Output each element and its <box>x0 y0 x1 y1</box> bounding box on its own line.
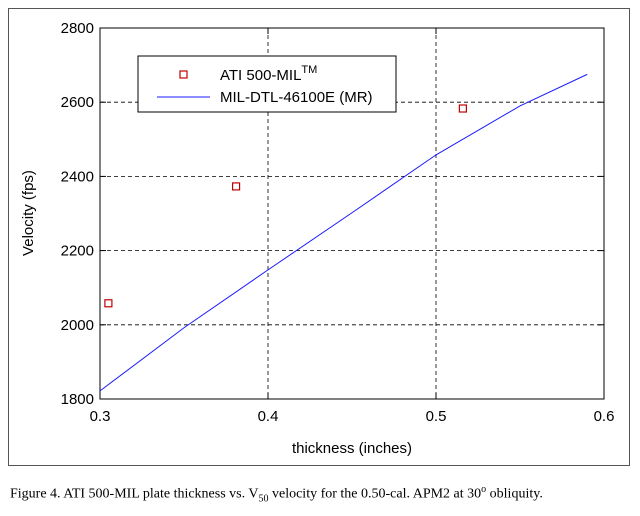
plot-area <box>99 27 605 400</box>
x-tick-labels: 0.3 0.4 0.5 0.6 <box>90 408 615 425</box>
x-tick-label: 0.4 <box>258 408 279 425</box>
x-tick-label: 0.3 <box>90 408 111 425</box>
x-tick-label: 0.6 <box>594 408 615 425</box>
data-point-marker <box>104 299 113 308</box>
data-point-marker <box>458 104 467 113</box>
x-axis-title: thickness (inches) <box>292 440 412 457</box>
figure-caption: Figure 4. ATI 500-MIL plate thickness vs… <box>10 484 543 505</box>
legend-box <box>137 55 397 113</box>
data-point-marker <box>231 182 241 191</box>
y-tick-label: 2000 <box>61 317 94 334</box>
series <box>99 73 588 392</box>
legend: ATI 500-MILTM MIL-DTL-46100E (MR) <box>137 55 397 113</box>
y-tick-label: 1800 <box>61 391 94 408</box>
ticks <box>99 27 605 400</box>
y-tick-label: 2400 <box>61 168 94 185</box>
y-tick-label: 2800 <box>61 20 94 37</box>
legend-marker-square <box>179 70 188 79</box>
y-axis-title: Velocity (fps) <box>20 170 37 256</box>
series-line <box>99 73 588 392</box>
chart: 0.3 0.4 0.5 0.6 1800 2000 2200 2400 2600 2800 th… <box>20 20 615 457</box>
y-tick-labels: 1800 2000 2200 2400 2600 2800 <box>61 20 94 408</box>
y-tick-label: 2600 <box>61 94 94 111</box>
legend-superscript: TM <box>301 64 317 76</box>
legend-label-series-1: ATI 500-MILTM <box>220 64 317 84</box>
legend-label-series-2: MIL-DTL-46100E (MR) <box>220 89 373 106</box>
y-tick-label: 2200 <box>61 243 94 260</box>
x-tick-label: 0.5 <box>426 408 447 425</box>
